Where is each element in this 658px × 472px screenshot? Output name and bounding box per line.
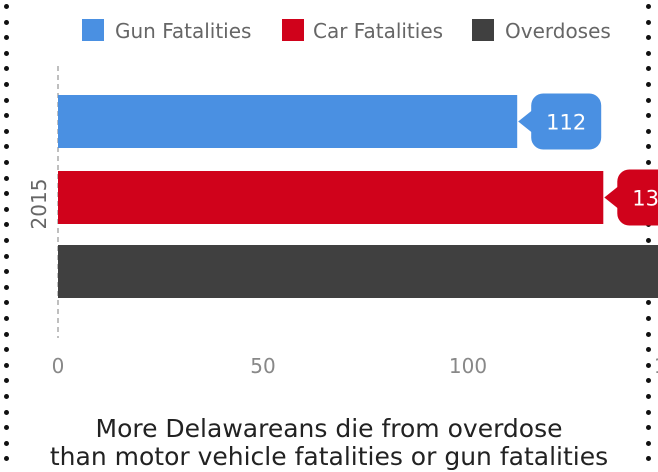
border-dot bbox=[646, 97, 651, 103]
legend-label-0: Gun Fatalities bbox=[115, 19, 251, 43]
data-label-pointer-0 bbox=[518, 109, 534, 134]
border-dot bbox=[4, 238, 9, 243]
border-dot bbox=[646, 50, 651, 56]
bar-2 bbox=[58, 245, 658, 298]
border-dot bbox=[646, 362, 651, 368]
bar-0 bbox=[58, 95, 518, 148]
caption-line-2: than motor vehicle fatalities or gun fat… bbox=[49, 442, 609, 471]
border-dot bbox=[4, 66, 9, 72]
border-dot bbox=[4, 456, 9, 462]
border-dot bbox=[646, 456, 651, 462]
border-dot bbox=[4, 378, 9, 384]
border-dot bbox=[646, 144, 651, 150]
border-dot bbox=[4, 175, 9, 181]
border-dot bbox=[646, 347, 651, 353]
border-dot bbox=[4, 35, 9, 41]
border-dot bbox=[4, 347, 9, 353]
border-dot bbox=[646, 409, 651, 415]
legend-label-1: Car Fatalities bbox=[313, 19, 443, 43]
data-label-1: 133 bbox=[632, 187, 658, 211]
border-dot bbox=[646, 425, 651, 431]
border-dot bbox=[646, 316, 651, 321]
legend-label-2: Overdoses bbox=[505, 19, 611, 43]
border-dot bbox=[646, 19, 651, 25]
caption-line-1: More Delawareans die from overdose bbox=[95, 414, 563, 443]
border-dot bbox=[646, 128, 651, 134]
border-dot bbox=[4, 206, 9, 212]
data-label-bubble-0 bbox=[531, 93, 602, 150]
legend-swatch-0 bbox=[82, 19, 104, 41]
border-dot bbox=[4, 331, 9, 337]
legend-swatch-2 bbox=[472, 19, 494, 41]
border-dot bbox=[4, 440, 9, 446]
border-dot bbox=[4, 269, 9, 275]
legend-swatch-1 bbox=[282, 19, 304, 41]
border-dot bbox=[646, 300, 651, 306]
border-dot bbox=[646, 394, 651, 399]
border-dot bbox=[4, 316, 9, 321]
y-axis-category-label: 2015 bbox=[27, 179, 51, 230]
border-dot bbox=[646, 440, 651, 446]
border-dot bbox=[646, 66, 651, 72]
x-tick-label-0: 0 bbox=[52, 354, 65, 378]
data-label-pointer-1 bbox=[604, 185, 620, 210]
border-dot bbox=[646, 238, 651, 243]
border-dot bbox=[646, 378, 651, 384]
border-dot bbox=[4, 425, 9, 431]
border-dot bbox=[4, 144, 9, 150]
border-dot bbox=[646, 4, 651, 9]
border-dot bbox=[4, 409, 9, 415]
border-dot bbox=[4, 128, 9, 134]
border-dot bbox=[4, 19, 9, 25]
bar-1 bbox=[58, 171, 604, 224]
left-dotted-border bbox=[4, 0, 10, 472]
border-dot bbox=[4, 160, 9, 165]
border-dot bbox=[646, 82, 651, 87]
border-dot bbox=[4, 362, 9, 368]
border-dot bbox=[4, 191, 9, 197]
border-dot bbox=[646, 35, 651, 41]
border-dot bbox=[646, 331, 651, 337]
border-dot bbox=[4, 300, 9, 306]
border-dot bbox=[4, 82, 9, 87]
x-tick-label-1: 50 bbox=[250, 354, 275, 378]
border-dot bbox=[4, 284, 9, 290]
data-label-0: 112 bbox=[546, 111, 586, 135]
data-label-bubble-1 bbox=[617, 169, 658, 226]
border-dot bbox=[4, 113, 9, 119]
x-tick-label-3: 150 bbox=[654, 354, 658, 378]
x-tick-label-2: 100 bbox=[449, 354, 487, 378]
border-dot bbox=[646, 160, 651, 165]
border-dot bbox=[4, 97, 9, 103]
border-dot bbox=[4, 394, 9, 399]
border-dot bbox=[646, 113, 651, 119]
border-dot bbox=[4, 253, 9, 259]
border-dot bbox=[4, 50, 9, 56]
border-dot bbox=[4, 4, 9, 9]
border-dot bbox=[4, 222, 9, 228]
